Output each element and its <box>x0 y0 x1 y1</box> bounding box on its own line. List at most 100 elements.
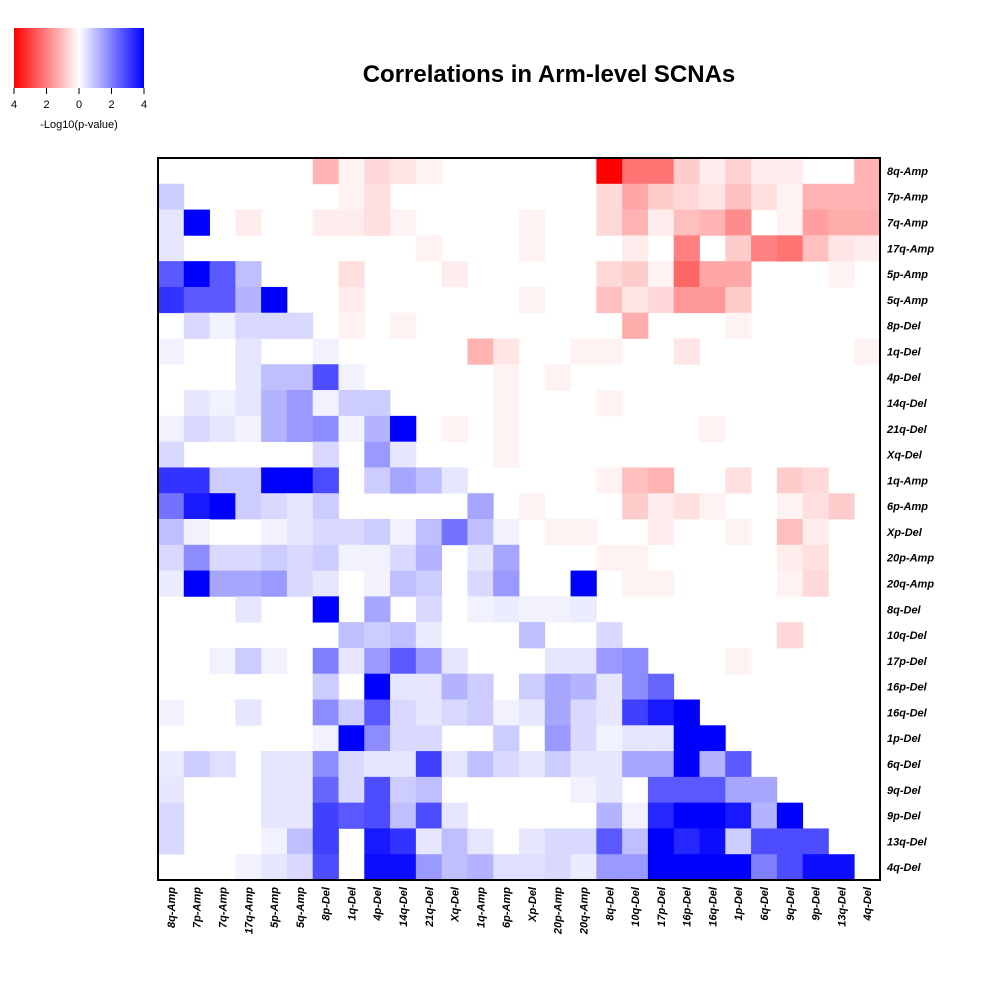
heatmap-cell <box>235 364 262 391</box>
heatmap-cell <box>415 725 443 752</box>
heatmap-cell <box>519 596 546 623</box>
heatmap-cell <box>312 467 339 494</box>
heatmap-cell <box>415 854 443 881</box>
y-axis-labels: 8q-Amp 7p-Amp 7q-Amp 17q-Amp 5p-Amp 5q-Amp 8p-… <box>886 166 934 874</box>
heatmap-cell <box>699 415 726 443</box>
heatmap-cell <box>338 544 365 571</box>
y-tick-label: 5p-Amp <box>887 269 928 281</box>
heatmap-cell <box>312 699 339 726</box>
heatmap-cell <box>570 776 597 804</box>
x-tick-label: 20p-Amp <box>553 887 565 935</box>
y-tick-label: 8q-Amp <box>887 166 928 178</box>
heatmap-cell <box>725 828 752 855</box>
heatmap-cell <box>441 647 468 675</box>
heatmap-cell <box>209 312 236 339</box>
heatmap-cell <box>312 390 339 417</box>
heatmap-cell <box>802 209 829 236</box>
heatmap-cell <box>338 286 365 314</box>
heatmap-cell <box>725 751 752 778</box>
y-tick-label: Xp-Del <box>886 527 923 539</box>
heatmap-cell <box>415 751 443 778</box>
heatmap-cell <box>286 751 314 778</box>
heatmap-cell <box>364 441 391 468</box>
heatmap-cell <box>364 776 391 804</box>
heatmap-cell <box>673 751 700 778</box>
heatmap-cell <box>699 493 726 520</box>
heatmap-cell <box>647 261 675 288</box>
y-tick-label: 17q-Amp <box>887 243 934 255</box>
x-tick-label: 1p-Del <box>733 886 745 921</box>
heatmap-cell <box>441 261 468 288</box>
heatmap-cell <box>312 776 339 804</box>
heatmap-cell <box>699 776 726 804</box>
heatmap-cell <box>647 183 675 210</box>
heatmap-cell <box>699 209 726 236</box>
heatmap-cell <box>286 519 314 546</box>
heatmap-cell <box>183 519 210 546</box>
heatmap-cell <box>544 828 571 855</box>
heatmap-cell <box>725 647 752 675</box>
heatmap-cell <box>467 544 494 571</box>
heatmap-cell <box>312 544 339 571</box>
heatmap-cells <box>158 158 881 881</box>
heatmap-cell <box>261 312 288 339</box>
y-tick-label: 8p-Del <box>887 321 922 333</box>
heatmap-cell <box>235 544 262 571</box>
heatmap-cell <box>364 390 391 417</box>
heatmap-cell <box>596 699 623 726</box>
heatmap-cell <box>312 596 339 623</box>
heatmap-cell <box>338 183 365 210</box>
x-tick-label: 4q-Del <box>862 886 874 922</box>
heatmap-cell <box>364 854 391 881</box>
heatmap-cell <box>312 209 339 236</box>
heatmap-cell <box>596 647 623 675</box>
heatmap-cell <box>235 699 262 726</box>
heatmap-cell <box>312 364 339 391</box>
heatmap-cell <box>802 519 829 546</box>
heatmap-cell <box>622 312 649 339</box>
color-legend: 4 2 0 2 4 -Log10(p-value) <box>11 28 147 131</box>
y-tick-label: 4p-Del <box>886 372 922 384</box>
x-tick-label: 13q-Del <box>836 886 848 927</box>
heatmap-cell <box>673 725 700 752</box>
heatmap-cell <box>673 493 700 520</box>
y-tick-label: 1p-Del <box>887 733 922 745</box>
heatmap-cell <box>725 467 752 494</box>
x-tick-label: 20q-Amp <box>578 887 590 935</box>
heatmap-cell <box>467 828 494 855</box>
heatmap-cell <box>647 725 675 752</box>
heatmap-cell <box>286 854 314 881</box>
heatmap-cell <box>802 183 829 210</box>
heatmap-cell <box>390 802 417 829</box>
x-tick-label: 7q-Amp <box>217 887 229 928</box>
heatmap-cell <box>415 776 443 804</box>
heatmap-cell <box>596 390 623 417</box>
heatmap-cell <box>364 209 391 236</box>
heatmap-cell <box>235 415 262 443</box>
heatmap-cell <box>286 364 314 391</box>
heatmap-cell <box>751 235 778 262</box>
heatmap-cell <box>776 493 804 520</box>
heatmap-cell <box>338 390 365 417</box>
heatmap-cell <box>261 828 288 855</box>
heatmap-cell <box>338 725 365 752</box>
x-tick-label: 7p-Amp <box>192 887 204 928</box>
heatmap-cell <box>286 390 314 417</box>
heatmap-cell <box>415 622 443 649</box>
heatmap-cell <box>415 158 443 185</box>
heatmap-cell <box>596 261 623 288</box>
heatmap-cell <box>261 415 288 443</box>
heatmap-cell <box>286 544 314 571</box>
heatmap-cell <box>390 751 417 778</box>
heatmap-cell <box>209 415 236 443</box>
heatmap-cell <box>544 519 571 546</box>
heatmap-cell <box>673 235 700 262</box>
heatmap-cell <box>673 183 700 210</box>
heatmap-cell <box>235 209 262 236</box>
heatmap-cell <box>699 828 726 855</box>
heatmap-cell <box>519 286 546 314</box>
heatmap-cell <box>802 854 829 881</box>
legend-color-bar <box>14 28 144 88</box>
heatmap-cell <box>312 415 339 443</box>
